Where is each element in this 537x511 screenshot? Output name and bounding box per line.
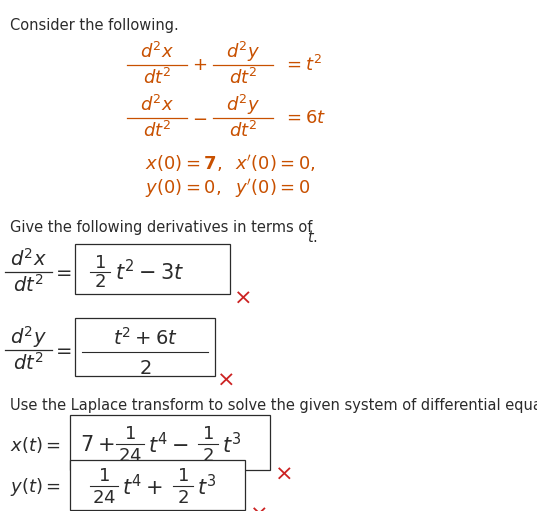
Bar xyxy=(70,415,270,470)
Text: $1$: $1$ xyxy=(177,467,189,485)
Bar xyxy=(75,244,230,294)
Text: $t^4 -$: $t^4 -$ xyxy=(148,432,189,457)
Text: $= t^2$: $= t^2$ xyxy=(283,55,322,75)
Text: $7 +$: $7 +$ xyxy=(80,435,115,455)
Text: Use the Laplace transform to solve the given system of differential equations.: Use the Laplace transform to solve the g… xyxy=(10,398,537,413)
Text: $1$: $1$ xyxy=(202,425,214,443)
Text: $-$: $-$ xyxy=(192,109,208,127)
Text: $t^3$: $t^3$ xyxy=(197,474,216,500)
Text: $t^4 +$: $t^4 +$ xyxy=(122,474,163,500)
Bar xyxy=(70,460,245,510)
Text: $x(0) = \mathbf{7},$: $x(0) = \mathbf{7},$ xyxy=(145,153,222,173)
Text: $d^2y$: $d^2y$ xyxy=(226,40,260,64)
Text: $2$: $2$ xyxy=(177,489,189,507)
Text: Give the following derivatives in terms of: Give the following derivatives in terms … xyxy=(10,220,317,235)
Text: Consider the following.: Consider the following. xyxy=(10,18,179,33)
Text: $1$: $1$ xyxy=(124,425,136,443)
Text: $dt^2$: $dt^2$ xyxy=(13,352,43,374)
Text: $=$: $=$ xyxy=(52,340,72,360)
Text: $dt^2$: $dt^2$ xyxy=(143,121,171,141)
Text: $1$: $1$ xyxy=(94,254,106,272)
Text: $y'(0) = 0$: $y'(0) = 0$ xyxy=(235,176,310,199)
Text: $x'(0) = 0,$: $x'(0) = 0,$ xyxy=(235,152,316,174)
Text: $2$: $2$ xyxy=(202,447,214,465)
Text: $\times$: $\times$ xyxy=(274,464,292,484)
Bar xyxy=(75,318,215,376)
Text: $y(0) = 0,$: $y(0) = 0,$ xyxy=(145,177,221,199)
Text: $2$: $2$ xyxy=(139,359,151,378)
Text: $dt^2$: $dt^2$ xyxy=(13,274,43,296)
Text: $d^2x$: $d^2x$ xyxy=(10,248,46,270)
Text: $1$: $1$ xyxy=(98,467,110,485)
Text: $t.$: $t.$ xyxy=(307,229,318,245)
Text: $dt^2$: $dt^2$ xyxy=(143,68,171,88)
Text: $= 6t$: $= 6t$ xyxy=(283,109,326,127)
Text: $t^2 - 3t$: $t^2 - 3t$ xyxy=(115,260,184,285)
Text: $d^2x$: $d^2x$ xyxy=(140,42,174,62)
Text: $24$: $24$ xyxy=(118,447,142,465)
Text: $t^2 + 6t$: $t^2 + 6t$ xyxy=(113,327,177,349)
Text: $\times$: $\times$ xyxy=(249,504,267,511)
Text: $dt^2$: $dt^2$ xyxy=(229,68,257,88)
Text: $d^2x$: $d^2x$ xyxy=(140,95,174,115)
Text: $\times$: $\times$ xyxy=(233,288,251,308)
Text: $24$: $24$ xyxy=(92,489,116,507)
Text: $=$: $=$ xyxy=(52,263,72,282)
Text: $x(t) =$: $x(t) =$ xyxy=(10,435,61,455)
Text: $y(t) =$: $y(t) =$ xyxy=(10,476,61,498)
Text: $dt^2$: $dt^2$ xyxy=(229,121,257,141)
Text: $d^2y$: $d^2y$ xyxy=(226,93,260,117)
Text: $d^2y$: $d^2y$ xyxy=(10,324,46,350)
Text: $t^3$: $t^3$ xyxy=(222,432,242,457)
Text: $\times$: $\times$ xyxy=(216,370,234,390)
Text: $+$: $+$ xyxy=(192,56,208,74)
Text: $2$: $2$ xyxy=(94,273,106,291)
